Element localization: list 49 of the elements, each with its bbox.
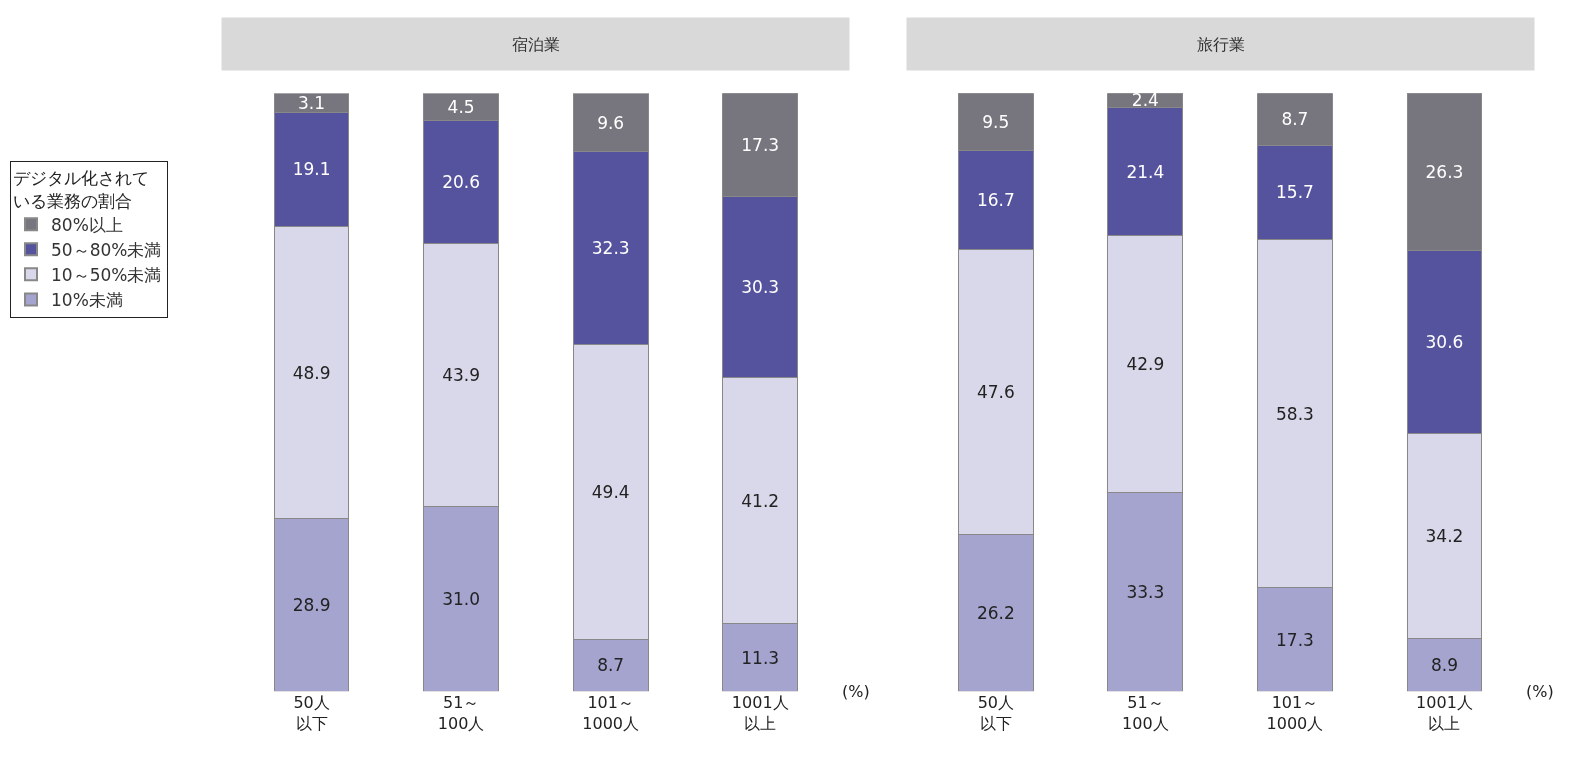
data-label: 8.9: [1430, 654, 1458, 675]
data-label: 41.2: [741, 490, 780, 511]
text: (%): [842, 682, 870, 701]
data-label: 4.5: [447, 97, 475, 118]
data-label: 26.3: [1425, 161, 1464, 182]
data-label: 9.5: [982, 111, 1010, 132]
chart-title: 旅行業: [1196, 34, 1245, 54]
data-label: 11.3: [741, 647, 780, 668]
x-tick-label: 101～1000人: [1266, 693, 1324, 734]
data-label: 17.3: [741, 134, 780, 155]
data-label: 49.4: [591, 481, 630, 502]
data-label: 8.7: [597, 655, 625, 676]
legend-label: 10%未満: [51, 290, 123, 311]
x-tick-label: 51～100人: [1122, 693, 1169, 734]
data-label: 9.6: [597, 112, 625, 133]
x-tick-label: 50人以下: [977, 693, 1014, 734]
data-label: 33.3: [1126, 581, 1165, 602]
x-tick-label: 1001人以上: [1416, 693, 1473, 734]
data-label: 16.7: [976, 190, 1015, 211]
data-label: 34.2: [1425, 525, 1464, 546]
x-tick-label: 50人以下: [293, 693, 330, 734]
data-label: 3.1: [298, 93, 326, 114]
data-label: 42.9: [1126, 353, 1165, 374]
data-label: 19.1: [292, 159, 331, 180]
data-label: 28.9: [292, 594, 331, 615]
chart-title: 宿泊業: [511, 34, 560, 54]
data-label: 15.7: [1275, 182, 1314, 203]
data-label: 20.6: [442, 172, 481, 193]
data-label: 43.9: [442, 364, 481, 385]
x-tick-label: 1001人以上: [731, 693, 789, 734]
x-tick-label: 101～1000人: [582, 693, 640, 734]
text: (%): [1526, 682, 1554, 701]
data-label: 32.3: [591, 237, 630, 258]
legend-label: 50～80%未満: [51, 239, 162, 260]
data-label: 21.4: [1126, 161, 1165, 182]
data-label: 2.4: [1131, 90, 1159, 111]
data-label: 8.7: [1281, 109, 1309, 130]
data-label: 26.2: [976, 602, 1015, 623]
data-label: 48.9: [292, 362, 331, 383]
legend-label: 10～50%未満: [51, 264, 162, 285]
x-tick-label: 51～100人: [437, 693, 485, 734]
data-label: 30.3: [741, 277, 780, 298]
data-label: 31.0: [442, 588, 481, 609]
data-label: 58.3: [1275, 403, 1314, 424]
legend-title: デジタル化されている業務の割合: [13, 168, 149, 211]
data-label: 30.6: [1425, 332, 1464, 353]
data-label: 47.6: [976, 382, 1015, 403]
legend-label: 80%以上: [51, 214, 123, 235]
data-label: 17.3: [1275, 629, 1314, 650]
